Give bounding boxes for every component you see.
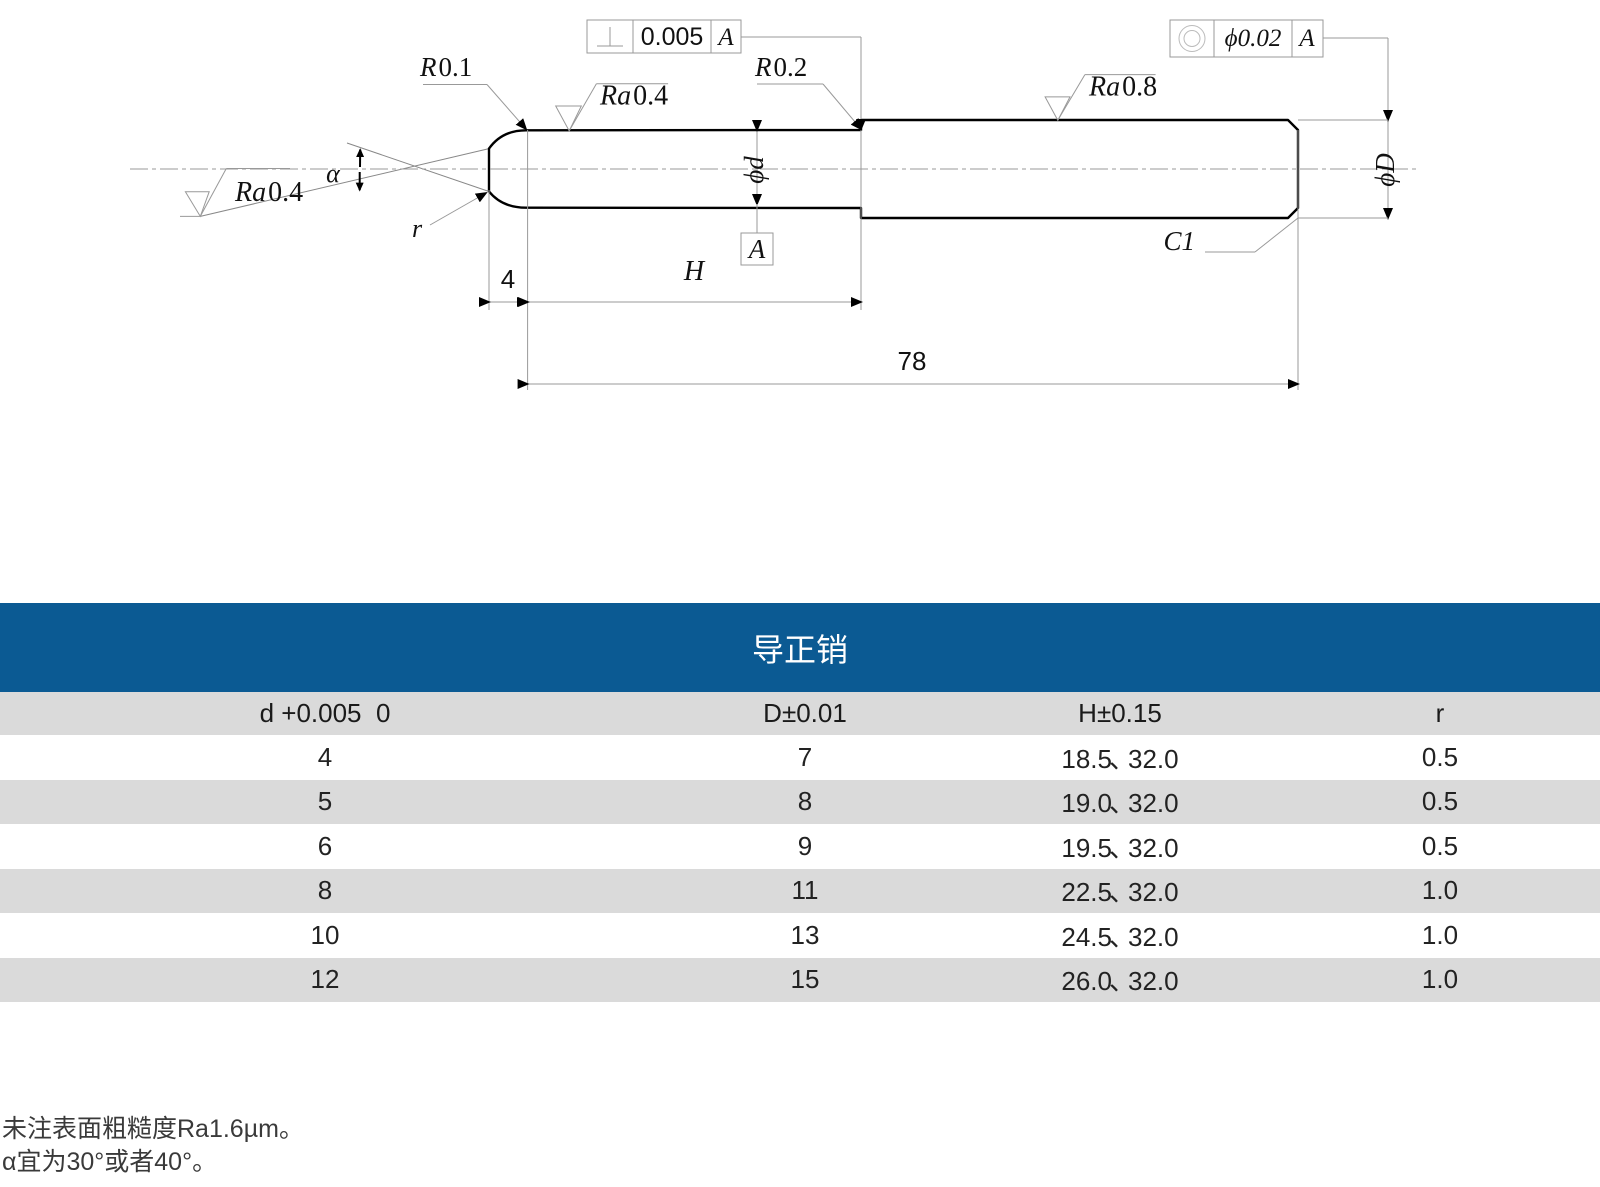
svg-text:A: A <box>747 234 766 264</box>
svg-text:R0.2: R0.2 <box>754 52 807 82</box>
svg-text:ϕD: ϕD <box>1370 153 1400 187</box>
svg-text:R0.1: R0.1 <box>419 52 472 82</box>
svg-text:H: H <box>683 256 706 287</box>
svg-text:4: 4 <box>501 264 515 294</box>
svg-text:Ra0.4: Ra0.4 <box>234 177 303 208</box>
svg-text:Ra0.8: Ra0.8 <box>1088 72 1157 103</box>
svg-text:α: α <box>326 159 341 188</box>
svg-text:A: A <box>716 24 734 51</box>
svg-text:ϕ0.02: ϕ0.02 <box>1225 25 1282 52</box>
svg-text:78: 78 <box>898 346 927 376</box>
svg-text:A: A <box>1297 25 1315 52</box>
svg-text:r: r <box>412 214 423 243</box>
svg-text:Ra0.4: Ra0.4 <box>599 81 668 112</box>
svg-text:ϕd: ϕd <box>739 156 769 184</box>
svg-text:C1: C1 <box>1163 226 1195 256</box>
svg-text:0.005: 0.005 <box>641 23 704 51</box>
